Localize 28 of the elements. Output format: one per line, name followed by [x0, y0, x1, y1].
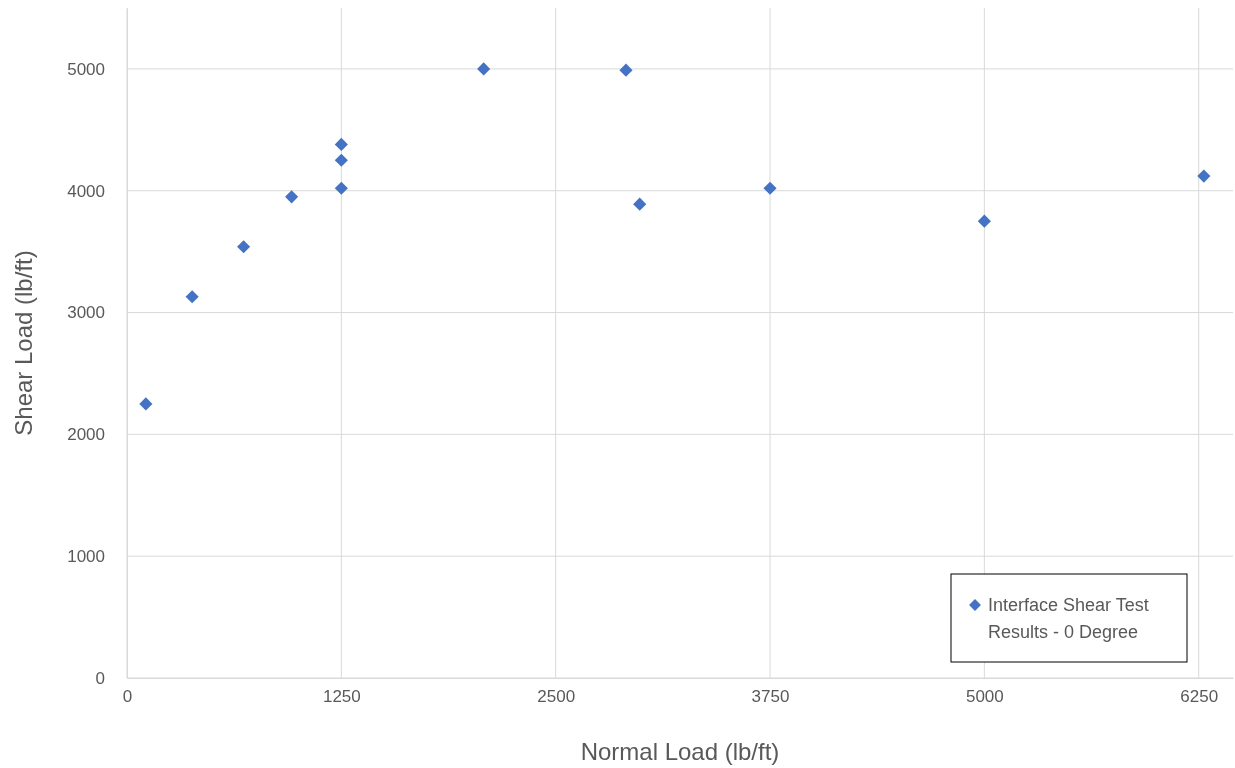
point: [633, 197, 647, 211]
x-tick-label: 2500: [537, 687, 576, 707]
y-tick-label: 2000: [67, 425, 105, 445]
point: [139, 397, 153, 411]
point: [477, 62, 491, 76]
x-tick-label: 0: [122, 687, 133, 707]
x-tick-label: 1250: [322, 687, 361, 707]
x-tick-label: 3750: [751, 687, 790, 707]
y-tick-label: 3000: [67, 303, 105, 323]
point: [334, 181, 348, 195]
y-tick-label: 1000: [67, 547, 105, 567]
legend-label: Interface Shear Test Results - 0 Degree: [988, 595, 1149, 642]
x-axis-title: Normal Load (lb/ft): [580, 738, 780, 765]
x-tick-label: 6250: [1180, 687, 1219, 707]
point: [334, 137, 348, 151]
point: [619, 63, 633, 77]
point: [285, 190, 299, 204]
x-tick-label: 5000: [965, 687, 1004, 707]
point: [977, 214, 991, 228]
point: [763, 181, 777, 195]
point: [334, 153, 348, 167]
point: [237, 240, 251, 254]
point: [185, 290, 199, 304]
y-tick-label: 0: [95, 668, 105, 688]
point: [1197, 169, 1211, 183]
y-tick-label: 5000: [67, 59, 105, 79]
y-axis-title: Shear Load (lb/ft): [10, 250, 37, 436]
y-tick-label: 4000: [67, 181, 105, 201]
